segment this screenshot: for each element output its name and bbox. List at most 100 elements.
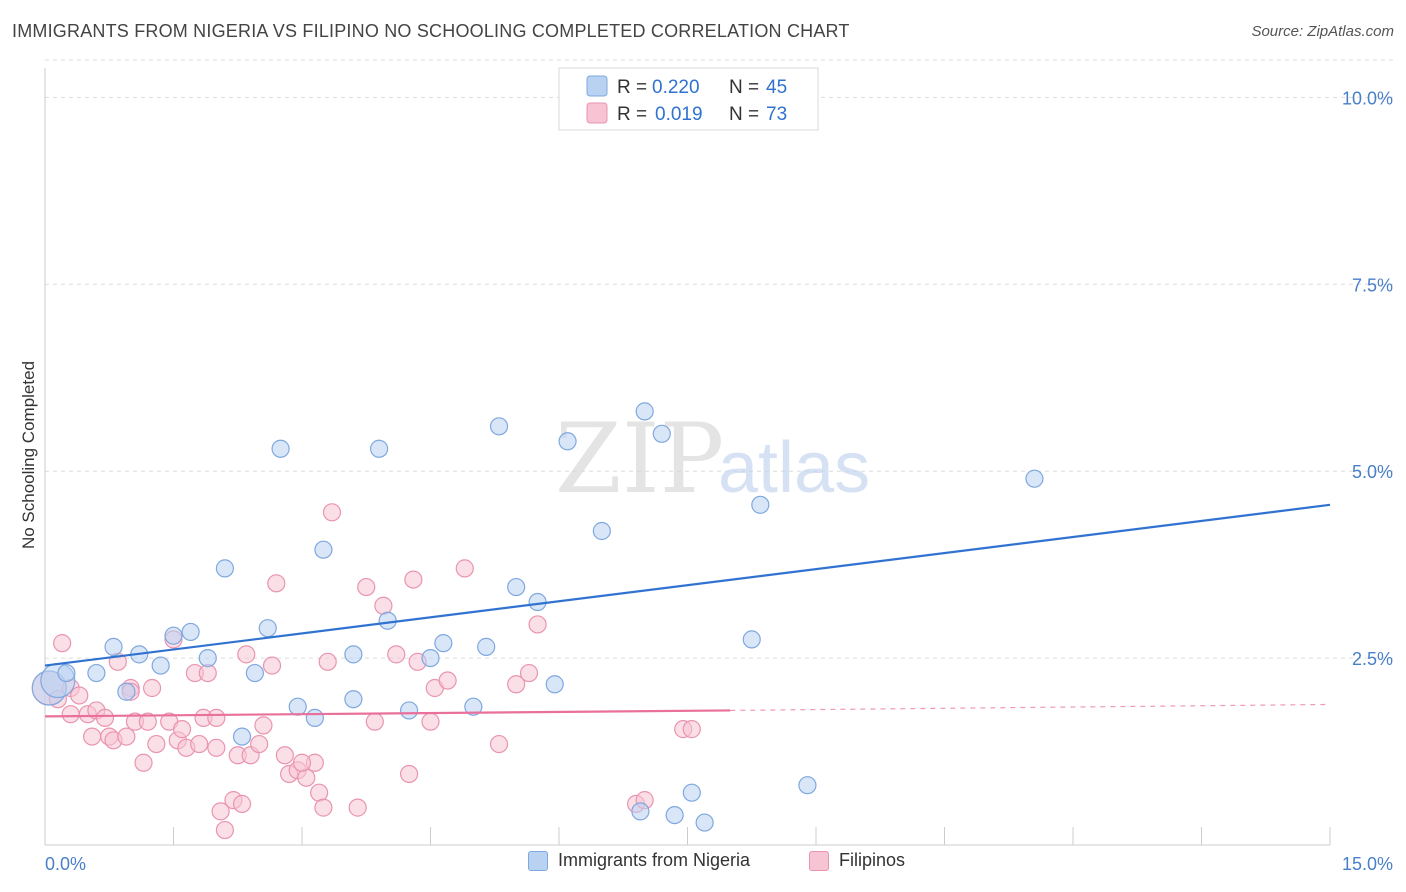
filipinos-point [207, 708, 226, 728]
filipinos-point [682, 720, 701, 739]
filipinos-point [95, 708, 115, 728]
filipinos-point [322, 503, 342, 522]
legend-r-value: 0.220 [652, 77, 700, 98]
legend-swatch-nigeria [528, 850, 548, 871]
filipinos-point [147, 734, 166, 754]
filipinos-point [275, 746, 294, 765]
nigeria-points [31, 106, 1044, 832]
source-label: Source: ZipAtlas.com [1251, 23, 1394, 40]
y-axis-label: No Schooling Completed [19, 361, 38, 549]
filipinos-point [117, 727, 136, 746]
filipinos-point [138, 712, 157, 731]
nigeria-point [378, 611, 397, 630]
y-tick-label: 7.5% [1352, 275, 1393, 295]
filipinos-point [314, 798, 333, 817]
nigeria-point [305, 708, 324, 728]
axes [44, 68, 1331, 846]
filipinos-point [519, 663, 539, 683]
legend-n-label: N = [729, 104, 759, 125]
nigeria-point [528, 592, 547, 612]
nigeria-point [682, 783, 701, 802]
nigeria-point [258, 619, 277, 638]
watermark-atlas: atlas [718, 428, 870, 508]
nigeria-point [1025, 469, 1044, 488]
filipinos-trend-line [44, 709, 731, 718]
filipinos-point [489, 734, 509, 754]
nigeria-point [434, 634, 453, 653]
filipinos-point [310, 783, 329, 802]
filipinos-point [267, 574, 286, 593]
filipinos-point [207, 738, 226, 757]
nigeria-point [151, 656, 170, 675]
filipinos-point [134, 753, 153, 772]
legend-r-value: 0.019 [655, 104, 703, 125]
legend-r-label: R = [617, 77, 647, 98]
nigeria-point [751, 495, 770, 514]
filipinos-point [421, 712, 440, 731]
filipinos-point [455, 559, 474, 578]
filipinos-point [528, 615, 547, 634]
nigeria-point [104, 637, 123, 656]
filipinos-point [250, 734, 269, 754]
nigeria-point [117, 682, 136, 701]
nigeria-point [477, 637, 496, 656]
nigeria-point [507, 577, 526, 597]
watermark: ZIP atlas [555, 403, 870, 515]
filipinos-point [83, 727, 102, 746]
legend-r-label: R = [617, 104, 647, 125]
legend-n-value: 45 [766, 77, 787, 98]
legend-top: R = 0.220 N = 45 R = 0.019 N = 73 [558, 67, 819, 131]
legend-label-filipinos: Filipinos [839, 850, 906, 870]
nigeria-point [545, 675, 564, 694]
filipinos-point [507, 675, 526, 694]
nigeria-point [181, 622, 200, 642]
filipinos-point [357, 577, 376, 597]
legend-item-nigeria: Immigrants from Nigeria [528, 850, 750, 871]
nigeria-point [695, 813, 714, 832]
nigeria-trend-line [44, 503, 1331, 667]
legend-n-label: N = [729, 77, 759, 98]
nigeria-point [370, 439, 389, 458]
trend-lines [44, 503, 1331, 718]
filipinos-point [292, 753, 312, 772]
nigeria-point [652, 424, 671, 443]
filipinos-point [232, 794, 252, 813]
legend-bottom: Immigrants from Nigeria Filipinos [0, 850, 1406, 880]
y-tick-label: 5.0% [1352, 462, 1393, 482]
nigeria-point [198, 648, 217, 668]
filipinos-point [215, 820, 234, 840]
filipinos-point [61, 705, 80, 724]
filipinos-points [31, 503, 701, 840]
filipinos-point [297, 768, 316, 787]
legend-swatch-nigeria [586, 75, 608, 97]
chart-title: IMMIGRANTS FROM NIGERIA VS FILIPINO NO S… [12, 21, 850, 41]
nigeria-point [592, 521, 611, 541]
nigeria-point [245, 663, 264, 683]
nigeria-point [314, 540, 333, 559]
nigeria-point [798, 776, 817, 795]
filipinos-point [348, 798, 367, 817]
nigeria-point [631, 802, 650, 821]
nigeria-point [399, 701, 419, 720]
nigeria-point [288, 697, 307, 716]
filipinos-point [172, 720, 192, 739]
nigeria-point [87, 663, 106, 683]
legend-item-filipinos: Filipinos [809, 850, 905, 871]
nigeria-point [464, 697, 483, 716]
nigeria-point [232, 727, 252, 746]
filipinos-point [404, 570, 423, 589]
filipinos-point [262, 656, 282, 675]
nigeria-point [344, 690, 363, 709]
filipinos-trend-extension [730, 703, 1331, 712]
x-tick-label: 0.0% [45, 854, 86, 874]
nigeria-point [421, 648, 440, 668]
nigeria-point [164, 626, 183, 645]
nigeria-point [57, 663, 76, 683]
filipinos-point [190, 734, 209, 754]
filipinos-point [237, 645, 256, 664]
legend-swatch-filipinos [809, 850, 829, 871]
filipinos-point [211, 802, 230, 821]
tick-labels: 2.5% 5.0% 7.5% 10.0% 0.0% 15.0% [45, 88, 1393, 874]
filipinos-point [374, 596, 393, 615]
filipinos-point [53, 634, 72, 653]
